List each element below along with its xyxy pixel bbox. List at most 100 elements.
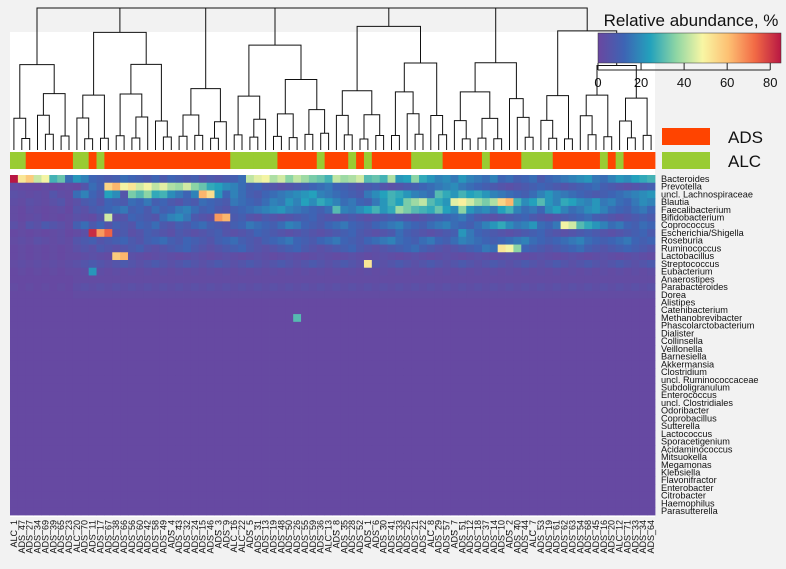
group-cell — [159, 152, 168, 169]
heatmap-cell — [584, 437, 593, 446]
heatmap-cell — [88, 399, 97, 408]
heatmap-cell — [167, 430, 176, 439]
heatmap-cell — [65, 352, 74, 361]
heatmap-cell — [411, 445, 420, 454]
heatmap-cell — [285, 399, 294, 408]
heatmap-cell — [80, 337, 90, 346]
heatmap-cell — [159, 391, 168, 400]
sample-label: ADS_31 — [253, 520, 263, 554]
heatmap-cell — [175, 437, 184, 446]
heatmap-cell — [474, 283, 483, 292]
heatmap-cell — [419, 476, 428, 485]
heatmap-cell — [576, 205, 585, 215]
heatmap-cell — [57, 406, 66, 415]
heatmap-cell — [127, 260, 137, 269]
heatmap-cell — [599, 275, 609, 284]
heatmap-cell — [277, 453, 286, 462]
heatmap-cell — [576, 414, 585, 423]
heatmap-cell — [513, 460, 522, 470]
heatmap-cell — [363, 190, 373, 199]
heatmap-cell — [647, 190, 656, 199]
heatmap-cell — [112, 236, 121, 245]
heatmap-cell — [285, 484, 294, 493]
heatmap-cell — [293, 329, 302, 338]
taxon-label: Methanobrevibacter — [661, 313, 742, 323]
heatmap-cell — [10, 175, 19, 184]
heatmap-cell — [332, 484, 341, 493]
heatmap-cell — [599, 329, 609, 338]
heatmap-cell — [277, 213, 286, 222]
heatmap-cell — [324, 213, 333, 222]
heatmap-cell — [371, 306, 381, 315]
heatmap-cell — [584, 290, 593, 300]
heatmap-cell — [505, 430, 514, 439]
heatmap-cell — [261, 430, 270, 439]
heatmap-cell — [623, 360, 632, 369]
heatmap-cell — [411, 484, 420, 493]
heatmap-cell — [198, 414, 208, 423]
heatmap-cell — [395, 198, 404, 207]
heatmap-cell — [639, 476, 648, 485]
heatmap-cell — [10, 507, 19, 516]
heatmap-cell — [379, 437, 388, 446]
heatmap-cell — [33, 298, 42, 307]
heatmap-cell — [238, 468, 247, 477]
heatmap-cell — [592, 445, 601, 454]
heatmap-cell — [568, 198, 577, 207]
heatmap-cell — [324, 198, 333, 207]
sample-label: ADS_55 — [300, 520, 310, 554]
heatmap-cell — [442, 221, 451, 230]
heatmap-cell — [96, 175, 105, 184]
heatmap-cell — [316, 399, 326, 408]
heatmap-cell — [497, 275, 506, 284]
group-cell — [72, 152, 82, 169]
heatmap-cell — [442, 236, 451, 245]
heatmap-cell — [159, 329, 168, 338]
heatmap-cell — [442, 460, 451, 470]
heatmap-cell — [167, 360, 176, 369]
heatmap-cell — [96, 345, 105, 354]
heatmap-cell — [356, 406, 365, 415]
heatmap-cell — [592, 236, 601, 245]
heatmap-cell — [395, 275, 404, 284]
heatmap-cell — [261, 375, 270, 385]
colorbar-tick-label: 20 — [634, 75, 648, 90]
heatmap-cell — [458, 460, 467, 470]
heatmap-cell — [96, 314, 105, 323]
heatmap-cell — [88, 267, 97, 276]
taxon-label: Lactococcus — [661, 429, 712, 439]
heatmap-cell — [72, 283, 82, 292]
heatmap-cell — [245, 182, 255, 191]
heatmap-cell — [190, 352, 200, 361]
heatmap-cell — [206, 252, 215, 261]
heatmap-cell — [80, 290, 90, 300]
heatmap-cell — [285, 499, 294, 508]
heatmap-cell — [599, 468, 609, 477]
heatmap-cell — [151, 345, 160, 354]
heatmap-cell — [308, 236, 318, 245]
heatmap-cell — [104, 422, 113, 431]
heatmap-cell — [607, 414, 617, 423]
heatmap-cells — [10, 175, 656, 516]
heatmap-cell — [127, 368, 137, 377]
group-cell — [293, 152, 302, 169]
group-cell — [222, 152, 231, 169]
heatmap-cell — [371, 283, 381, 292]
heatmap-cell — [537, 221, 546, 230]
heatmap-cell — [458, 182, 467, 191]
heatmap-cell — [324, 437, 333, 446]
group-cell — [379, 152, 388, 169]
heatmap-cell — [639, 244, 648, 253]
heatmap-cell — [576, 499, 585, 508]
heatmap-cell — [198, 491, 208, 500]
heatmap-cell — [584, 205, 593, 215]
heatmap-cell — [615, 321, 624, 330]
heatmap-cell — [505, 460, 514, 470]
heatmap-cell — [96, 352, 105, 361]
heatmap-cell — [395, 375, 404, 385]
heatmap-cell — [631, 345, 640, 354]
heatmap-cell — [120, 375, 129, 385]
heatmap-cell — [190, 468, 200, 477]
heatmap-cell — [151, 190, 160, 199]
heatmap-cell — [419, 360, 428, 369]
